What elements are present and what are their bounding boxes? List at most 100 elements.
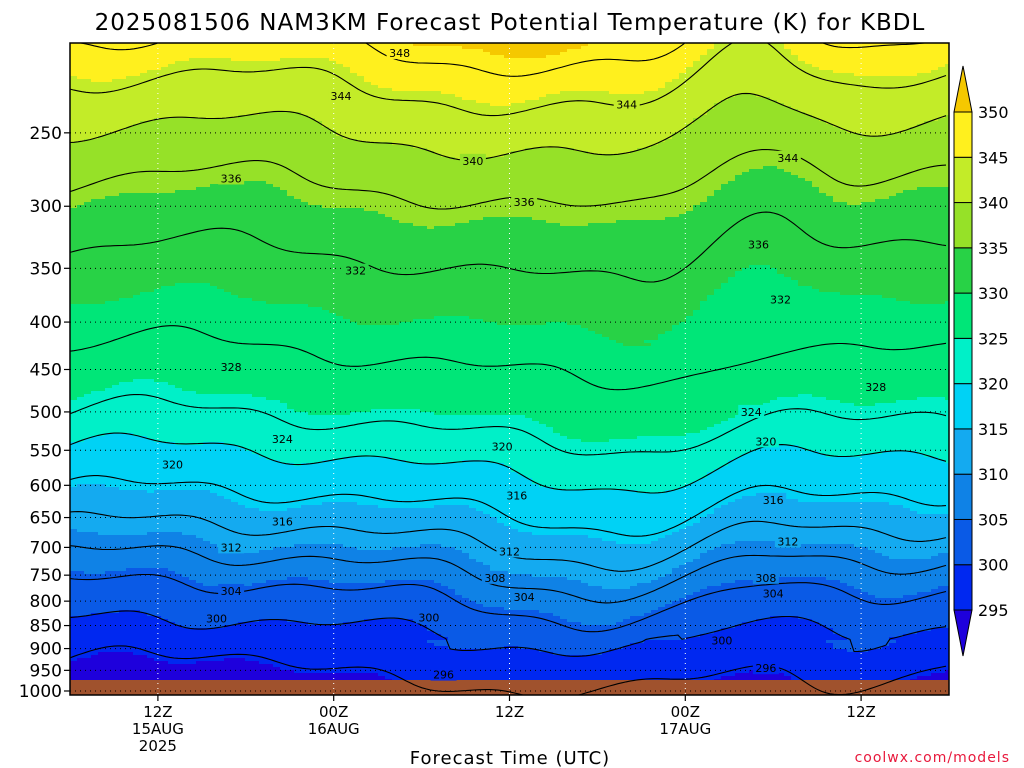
band-cell [350, 70, 687, 74]
band-cell [70, 565, 491, 569]
band-cell [504, 463, 729, 467]
band-cell [833, 70, 932, 74]
contour-label-text: 316 [506, 489, 527, 502]
band-cell [266, 580, 330, 584]
band-cell [868, 592, 918, 596]
band-cell [700, 553, 883, 557]
band-cell [70, 508, 260, 512]
band-cell [588, 583, 638, 587]
band-cell [70, 466, 512, 470]
band-cell [784, 169, 949, 173]
contour-label-text: 304 [221, 585, 242, 598]
band-cell [700, 115, 813, 119]
band-cell [420, 409, 750, 413]
colorbar-label: 300 [978, 556, 1009, 575]
band-cell [917, 397, 946, 401]
band-cell [70, 406, 288, 410]
band-cell [672, 571, 949, 575]
contour-label-bg [774, 150, 801, 164]
band-cell [70, 349, 949, 353]
contour-label: 344 [613, 97, 640, 111]
band-cell [70, 607, 505, 611]
band-cell [826, 454, 862, 458]
band-cell [791, 277, 949, 281]
band-cell [70, 67, 162, 71]
band-cell [322, 502, 358, 506]
band-cell [357, 139, 666, 143]
band-cell [252, 583, 442, 587]
contour-label: 336 [511, 195, 538, 209]
band-cell [399, 322, 498, 326]
band-cell [707, 196, 834, 200]
band-cell [70, 118, 155, 122]
band-cell [70, 319, 351, 323]
band-cell [70, 625, 183, 629]
band-cell [700, 517, 949, 521]
isentrope-320 [70, 432, 947, 494]
band-cell [70, 304, 309, 308]
band-cell [889, 196, 949, 200]
colorbar-label: 345 [978, 148, 1009, 167]
contour-label-text: 324 [741, 406, 762, 419]
band-cell [686, 124, 834, 128]
contour-label-text: 320 [492, 441, 513, 454]
band-cell [70, 469, 512, 473]
colorbar-label: 320 [978, 375, 1009, 394]
band-cell [70, 331, 596, 335]
band-cell [735, 271, 778, 275]
x-tick-label: 16AUG [308, 720, 360, 738]
contour-label-bg [328, 88, 355, 102]
band-cell [931, 589, 949, 593]
band-cell [763, 577, 827, 581]
band-cell [700, 307, 949, 311]
band-cell [70, 103, 491, 107]
band-cell [210, 490, 638, 494]
band-cell [259, 619, 288, 623]
band-cell [455, 223, 561, 227]
band-cell [854, 403, 876, 407]
band-cell [798, 616, 949, 620]
band-cell [714, 190, 820, 194]
contour-label-bg [774, 534, 801, 548]
band-cell [539, 649, 610, 653]
band-cell [616, 541, 652, 545]
x-tick-label: 00Z [671, 703, 700, 721]
band-cell [70, 280, 729, 284]
band-cell [812, 64, 946, 68]
band-cell [784, 541, 949, 545]
contour-label-bg [430, 667, 457, 681]
band-cell [196, 187, 281, 191]
band-cell [714, 508, 911, 512]
band-cell [938, 553, 949, 557]
contour-label-text: 296 [755, 662, 776, 675]
band-cell [308, 577, 568, 581]
band-cell [448, 637, 687, 641]
band-cell [420, 622, 582, 626]
band-cell [707, 52, 792, 56]
band-cell [294, 544, 344, 548]
contour-label-bg [503, 488, 530, 502]
band-cell [280, 400, 771, 404]
band-cell [224, 289, 715, 293]
band-cell [728, 502, 890, 506]
band-cell [518, 472, 708, 476]
band-cell [224, 181, 267, 185]
band-cell [483, 511, 715, 515]
contour-label-text: 300 [711, 634, 732, 647]
band-cell [70, 643, 435, 647]
band-cell [70, 562, 484, 566]
band-cell [70, 79, 92, 83]
contour-label: 324 [269, 432, 296, 446]
band-cell [791, 49, 949, 53]
band-cell [602, 334, 659, 338]
band-cell [280, 58, 330, 62]
contour-label-text: 348 [389, 47, 410, 60]
band-cell [70, 388, 106, 392]
band-cell [224, 547, 274, 551]
band-cell [308, 115, 701, 119]
y-tick-label: 550 [30, 441, 62, 461]
band-cell [392, 457, 736, 461]
band-cell [686, 70, 834, 74]
band-cell [770, 616, 799, 620]
